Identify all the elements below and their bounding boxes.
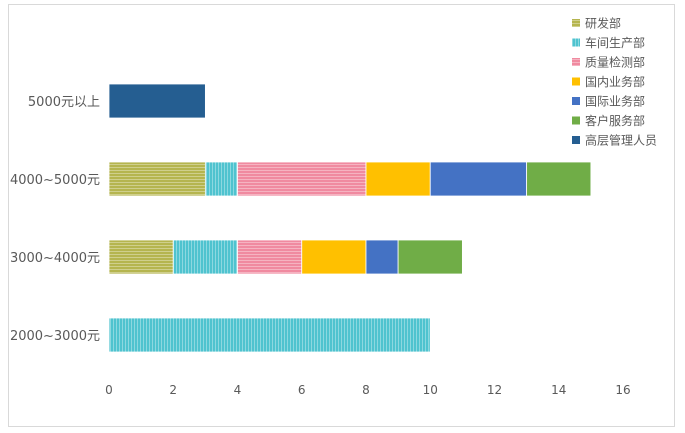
bar-5-2 [526,161,592,197]
x-tick-label: 14 [551,383,566,397]
bars-layer [108,83,592,353]
x-tick-label: 4 [234,383,242,397]
legend-swatch [572,136,580,144]
category-label: 2000~3000元 [10,329,100,344]
legend-label: 研发部 [585,16,621,31]
bar-1-1 [172,239,238,275]
bar-2-1 [237,239,303,275]
bar-6-3 [108,83,206,119]
legend-label: 质量检测部 [585,55,645,70]
bar-3-2 [365,161,431,197]
bar-0-2 [108,161,206,197]
legend-label: 车间生产部 [585,35,645,50]
bar-0-1 [108,239,174,275]
x-tick-label: 6 [298,383,306,397]
legend-swatch [572,38,580,47]
x-tick-label: 10 [423,383,438,397]
legend-swatch [572,77,580,86]
category-label: 3000~4000元 [10,251,100,266]
bar-4-2 [429,161,528,197]
chart-frame [8,4,675,427]
legend-swatch [572,116,580,125]
x-tick-label: 8 [362,383,370,397]
x-tick-label: 12 [487,383,502,397]
x-tick-label: 0 [105,383,113,397]
legend-label: 国内业务部 [585,74,645,89]
category-label: 5000元以上 [28,95,100,110]
legend-swatch [572,58,580,66]
category-labels: 2000~3000元 3000~4000元 4000~5000元 5000元以上 [10,95,100,344]
legend-swatch [572,19,580,27]
bar-1-0 [108,317,431,353]
bar-3-1 [301,239,367,275]
x-tick-label: 2 [169,383,177,397]
legend-label: 客户服务部 [585,113,645,128]
category-label: 4000~5000元 [10,173,100,188]
bar-1-2 [204,161,238,197]
bar-2-2 [237,161,367,197]
bar-5-1 [397,239,463,275]
x-tick-label: 16 [615,383,630,397]
legend-label: 国际业务部 [585,94,645,109]
bar-4-1 [365,239,399,275]
legend-label: 高层管理人员 [585,133,657,148]
x-tick-labels: 0 2 4 6 8 10 12 14 16 [105,383,630,397]
legend-swatch [572,97,580,105]
